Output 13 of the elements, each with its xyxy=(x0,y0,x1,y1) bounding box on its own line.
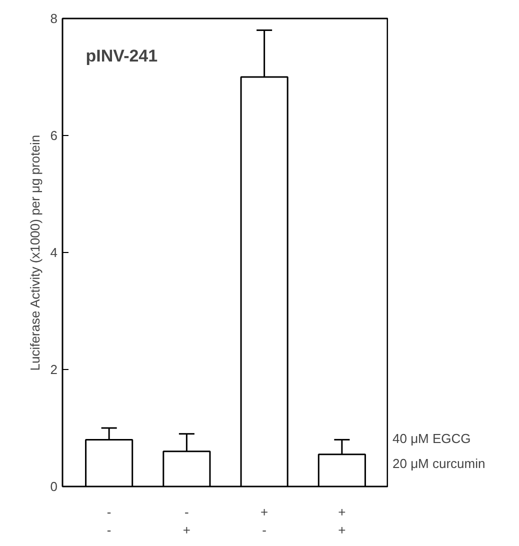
text: 40 μM EGCG xyxy=(392,431,471,446)
y-tick-label: 4 xyxy=(50,245,58,260)
x-tick-label: + + xyxy=(338,504,346,538)
x-tick-label: - + xyxy=(182,504,190,538)
x-tick-label: + - xyxy=(260,504,268,538)
y-tick-label: 6 xyxy=(50,128,58,143)
text: pINV-241 xyxy=(86,46,158,66)
y-tick-label: 8 xyxy=(50,11,58,26)
y-tick-label: 2 xyxy=(50,362,58,377)
x-tick-label: - - xyxy=(106,504,112,538)
y-tick-label: 0 xyxy=(50,479,58,494)
text: 20 μM curcumin xyxy=(392,456,486,471)
y-axis-title: Luciferase Activity (x1000) per μg protein xyxy=(27,134,42,371)
